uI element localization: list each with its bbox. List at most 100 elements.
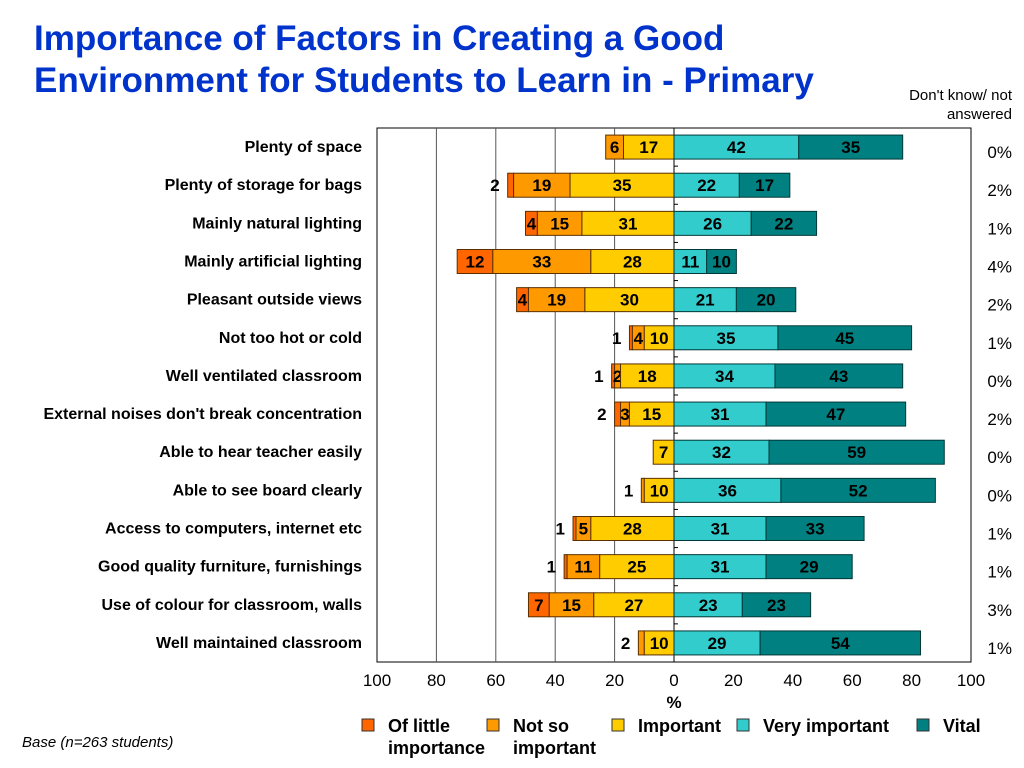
category-label: Not too hot or cold xyxy=(219,330,362,347)
data-label: 36 xyxy=(718,481,737,500)
data-label: 2 xyxy=(621,634,630,653)
data-label: 10 xyxy=(650,481,669,500)
data-label: 33 xyxy=(532,253,551,272)
data-label: 10 xyxy=(712,253,731,272)
category-label: Able to hear teacher easily xyxy=(159,444,362,461)
bar-segment xyxy=(584,287,675,313)
bar-segment xyxy=(774,363,904,389)
data-label: 32 xyxy=(712,443,731,462)
data-label: 31 xyxy=(619,214,638,233)
bar-segment xyxy=(673,592,743,618)
category-label: Pleasant outside views xyxy=(187,292,362,309)
data-label: 27 xyxy=(624,596,643,615)
x-axis-label: % xyxy=(666,693,681,712)
bar-segment xyxy=(750,210,818,236)
category-label: Good quality furniture, furnishings xyxy=(98,559,362,576)
data-label: 18 xyxy=(638,367,657,386)
bar-segment xyxy=(735,287,797,313)
legend-label: Not so xyxy=(513,716,569,736)
data-label: 25 xyxy=(627,558,646,577)
data-label: 23 xyxy=(699,596,718,615)
bar-segment xyxy=(673,210,752,236)
dont-know-value: 1% xyxy=(987,525,1012,544)
dont-know-value: 2% xyxy=(987,410,1012,429)
data-label: 1 xyxy=(556,520,565,539)
data-label: 35 xyxy=(841,138,860,157)
bar-segment xyxy=(569,172,675,198)
dont-know-value: 1% xyxy=(987,219,1012,238)
x-tick-label: 40 xyxy=(546,671,565,690)
bar-segment xyxy=(673,134,800,160)
legend-swatch xyxy=(486,718,500,732)
bar-segment xyxy=(765,554,853,580)
data-label: 29 xyxy=(800,558,819,577)
data-label: 35 xyxy=(613,176,632,195)
dont-know-value: 1% xyxy=(987,639,1012,658)
legend-swatch xyxy=(361,718,375,732)
bar-segment xyxy=(581,210,675,236)
bar-segment xyxy=(777,325,913,351)
dont-know-value: 3% xyxy=(987,601,1012,620)
x-tick-label: 40 xyxy=(783,671,802,690)
data-label: 3 xyxy=(620,405,629,424)
category-label: Plenty of storage for bags xyxy=(165,177,362,194)
data-label: 28 xyxy=(623,253,642,272)
x-tick-label: 20 xyxy=(605,671,624,690)
dont-know-value: 0% xyxy=(987,372,1012,391)
data-label: 2 xyxy=(613,367,622,386)
dont-know-header: Don't know/ not answered xyxy=(909,87,1012,123)
bar-segment xyxy=(780,477,936,503)
legend-label: Of little xyxy=(388,716,450,736)
dont-know-value: 0% xyxy=(987,143,1012,162)
data-label: 11 xyxy=(574,558,592,577)
bar-segment xyxy=(673,516,767,541)
data-label: 31 xyxy=(711,405,730,424)
data-label: 19 xyxy=(532,176,551,195)
data-label: 4 xyxy=(527,214,537,233)
legend-label: importance xyxy=(388,738,485,758)
legend-label: important xyxy=(513,738,596,758)
data-label: 2 xyxy=(597,405,606,424)
data-label: 15 xyxy=(562,596,581,615)
data-label: 15 xyxy=(550,214,569,233)
bar-segment xyxy=(738,172,791,198)
bar-segment xyxy=(548,592,595,618)
bar-segment xyxy=(673,249,708,274)
data-label: 7 xyxy=(534,596,543,615)
bar-segment xyxy=(673,630,761,656)
data-label: 20 xyxy=(757,291,776,310)
data-label: 1 xyxy=(624,481,633,500)
dont-know-value: 2% xyxy=(987,181,1012,200)
bar-segment xyxy=(673,287,737,313)
x-tick-label: 100 xyxy=(957,671,985,690)
bar-segment xyxy=(527,287,586,313)
x-tick-label: 80 xyxy=(902,671,921,690)
data-label: 47 xyxy=(826,405,845,424)
x-tick-label: 60 xyxy=(486,671,505,690)
bar-segment xyxy=(590,249,675,274)
data-label: 31 xyxy=(711,520,730,539)
data-label: 12 xyxy=(466,253,485,272)
data-label: 43 xyxy=(829,367,848,386)
bar-segment xyxy=(590,516,675,541)
bar-segment xyxy=(706,249,737,274)
bar-segment xyxy=(643,477,675,503)
x-tick-label: 20 xyxy=(724,671,743,690)
category-label: Access to computers, internet etc xyxy=(105,521,362,538)
bar-segment xyxy=(643,325,675,351)
data-label: 6 xyxy=(610,138,619,157)
data-label: 54 xyxy=(831,634,850,653)
data-label: 2 xyxy=(490,176,499,195)
bar-segment xyxy=(623,134,675,160)
category-label: External noises don't break concentratio… xyxy=(43,406,362,423)
data-label: 7 xyxy=(659,443,668,462)
data-label: 5 xyxy=(579,520,588,539)
bar-segment xyxy=(643,630,675,656)
legend-swatch xyxy=(736,718,750,732)
data-label: 59 xyxy=(847,443,866,462)
legend-swatch xyxy=(611,718,625,732)
x-tick-label: 60 xyxy=(843,671,862,690)
chart-title: Importance of Factors in Creating a Good… xyxy=(34,19,814,100)
dont-know-value: 4% xyxy=(987,258,1012,277)
